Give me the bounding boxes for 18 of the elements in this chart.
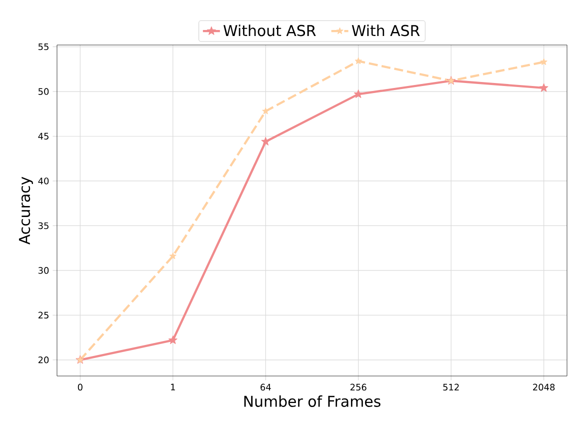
y-tick-label: 35 bbox=[38, 222, 48, 230]
x-tick-label: 512 bbox=[443, 384, 459, 391]
x-tick-label: 256 bbox=[350, 384, 366, 391]
y-axis-title: Accuracy bbox=[18, 176, 33, 244]
x-tick-label: 0 bbox=[78, 384, 82, 391]
y-tick-label: 30 bbox=[38, 267, 49, 274]
x-tick-label: 64 bbox=[260, 384, 271, 391]
x-tick-label: 2048 bbox=[533, 384, 555, 391]
legend-label: With ASR bbox=[352, 24, 420, 36]
legend-label: Without ASR bbox=[224, 24, 316, 36]
x-tick-label: 1 bbox=[171, 384, 175, 390]
y-tick-label: 40 bbox=[38, 178, 49, 184]
y-tick-label: 45 bbox=[38, 132, 48, 140]
y-tick-label: 55 bbox=[38, 43, 48, 50]
y-tick-label: 20 bbox=[38, 356, 49, 364]
y-tick-label: 50 bbox=[38, 88, 49, 95]
x-axis-title: Number of Frames bbox=[244, 395, 380, 407]
y-tick-label: 25 bbox=[38, 312, 48, 319]
